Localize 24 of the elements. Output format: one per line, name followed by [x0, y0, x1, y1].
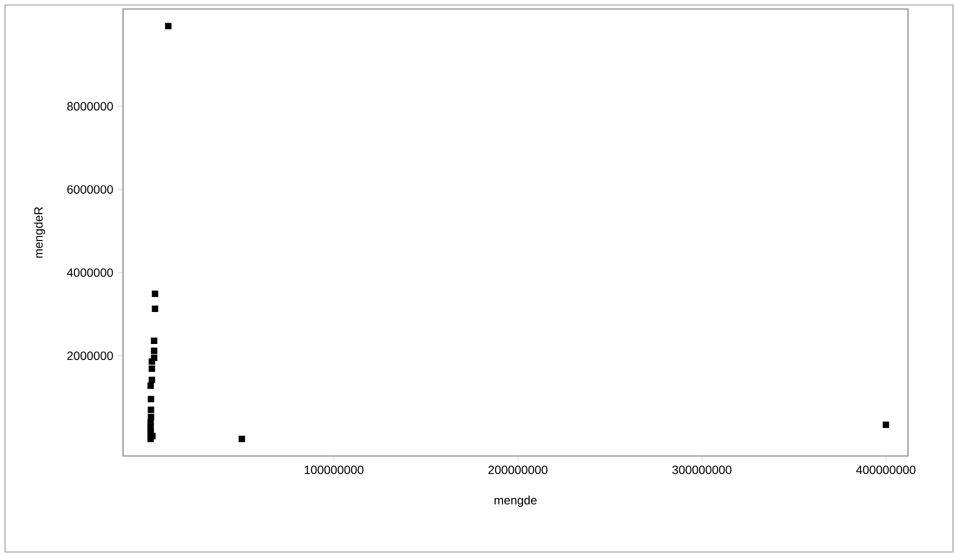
y-tick-label: 6000000: [67, 185, 113, 194]
point: [148, 358, 156, 365]
point: [150, 348, 158, 354]
point: [147, 436, 154, 442]
x-tick-label: 100000000: [304, 466, 364, 474]
point: [148, 365, 156, 372]
point: [882, 422, 890, 428]
point: [152, 290, 158, 298]
x-tick-label: 300000000: [672, 466, 732, 474]
point: [238, 436, 246, 442]
y-tick-label: 4000000: [66, 268, 113, 277]
point: [147, 382, 154, 389]
point: [152, 306, 158, 312]
point: [165, 22, 172, 30]
y-tick-label: 8000000: [67, 102, 113, 111]
point: [150, 338, 158, 344]
point: [148, 406, 154, 414]
point: [148, 376, 156, 384]
x-axis-title: mengde: [494, 496, 537, 507]
x-tick-label: 400000000: [856, 466, 916, 474]
y-axis-title: mengdeR: [34, 207, 46, 258]
point: [148, 396, 154, 402]
y-tick-label: 2000000: [67, 352, 113, 360]
x-tick-label: 200000000: [488, 466, 548, 474]
